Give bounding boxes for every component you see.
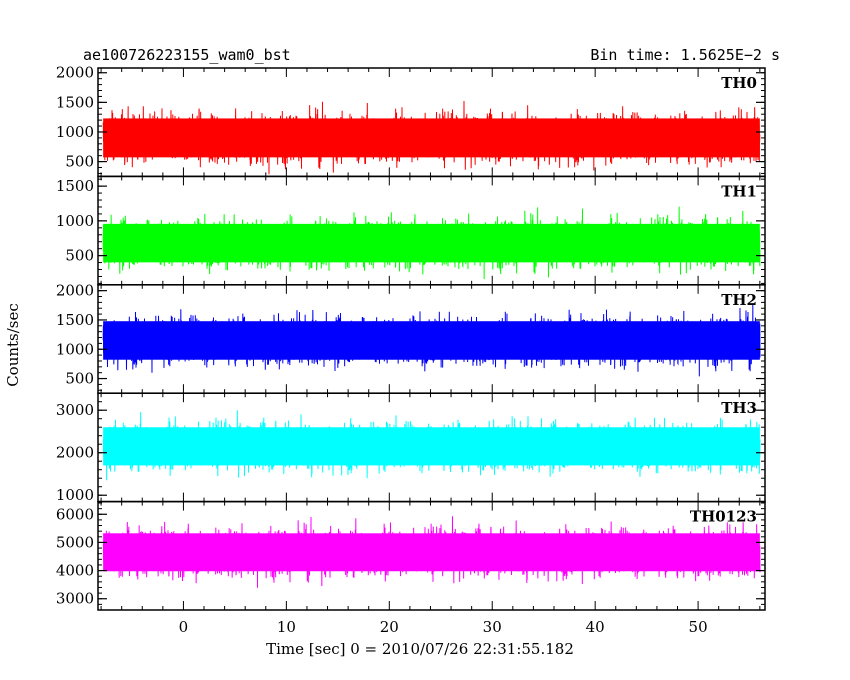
panel-th0: 500 1000 1500 2000 TH0 bbox=[56, 64, 766, 178]
x-tick-label: 20 bbox=[380, 618, 399, 636]
x-axis-label: Time [sec] 0 = 2010/07/26 22:31:55.182 bbox=[266, 640, 574, 658]
x-tick-label: 30 bbox=[483, 618, 502, 636]
y-tick-label: 1500 bbox=[56, 93, 94, 111]
y-tick-label: 3000 bbox=[56, 590, 94, 608]
y-axis-label: Counts/sec bbox=[4, 303, 22, 387]
panel-th2: 500 1000 1500 2000 TH2 bbox=[56, 282, 766, 394]
series-core-th2 bbox=[103, 321, 760, 360]
x-tick-label: 50 bbox=[689, 618, 708, 636]
panel-label-th1: TH1 bbox=[721, 182, 757, 200]
y-tick-label: 500 bbox=[65, 153, 94, 171]
y-tick-label: 4000 bbox=[56, 562, 94, 580]
y-tick-label: 1000 bbox=[56, 212, 94, 230]
y-tick-label: 5000 bbox=[56, 533, 94, 551]
x-tick-label: 0 bbox=[179, 618, 189, 636]
x-axis: 0 10 20 30 40 50 bbox=[179, 618, 708, 636]
panel-th0123: 3000 4000 5000 6000 TH0123 bbox=[56, 500, 766, 611]
series-core-th0 bbox=[103, 118, 760, 158]
y-tick-label: 2000 bbox=[56, 64, 94, 82]
panel-label-th0: TH0 bbox=[721, 74, 757, 92]
y-tick-label: 1500 bbox=[56, 311, 94, 329]
y-tick-label: 2000 bbox=[56, 282, 94, 300]
series-core-th1 bbox=[103, 223, 760, 263]
chart-title: ae100726223155_wam0_bst bbox=[83, 46, 291, 64]
series-core-th3 bbox=[103, 427, 760, 466]
panel-label-th2: TH2 bbox=[721, 291, 757, 309]
panel-frame bbox=[97, 500, 766, 611]
y-tick-label: 2000 bbox=[56, 444, 94, 462]
panel-th1: 500 1000 1500 TH1 bbox=[56, 175, 766, 286]
y-tick-label: 1500 bbox=[56, 177, 94, 195]
y-tick-label: 1000 bbox=[56, 486, 94, 504]
y-tick-label: 1000 bbox=[56, 340, 94, 358]
y-tick-label: 6000 bbox=[56, 505, 94, 523]
panel-label-th0123: TH0123 bbox=[690, 508, 757, 526]
panel-label-th3: TH3 bbox=[721, 399, 757, 417]
y-tick-label: 1000 bbox=[56, 123, 94, 141]
x-tick-label: 10 bbox=[277, 618, 296, 636]
panel-th3: 1000 2000 3000 TH3 bbox=[56, 392, 766, 504]
y-tick-label: 500 bbox=[65, 370, 94, 388]
bin-time-label: Bin time: 1.5625E−2 s bbox=[590, 46, 780, 64]
series-core-th0123 bbox=[103, 533, 760, 572]
y-tick-label: 500 bbox=[65, 247, 94, 265]
y-tick-label: 3000 bbox=[56, 401, 94, 419]
x-tick-label: 40 bbox=[586, 618, 605, 636]
